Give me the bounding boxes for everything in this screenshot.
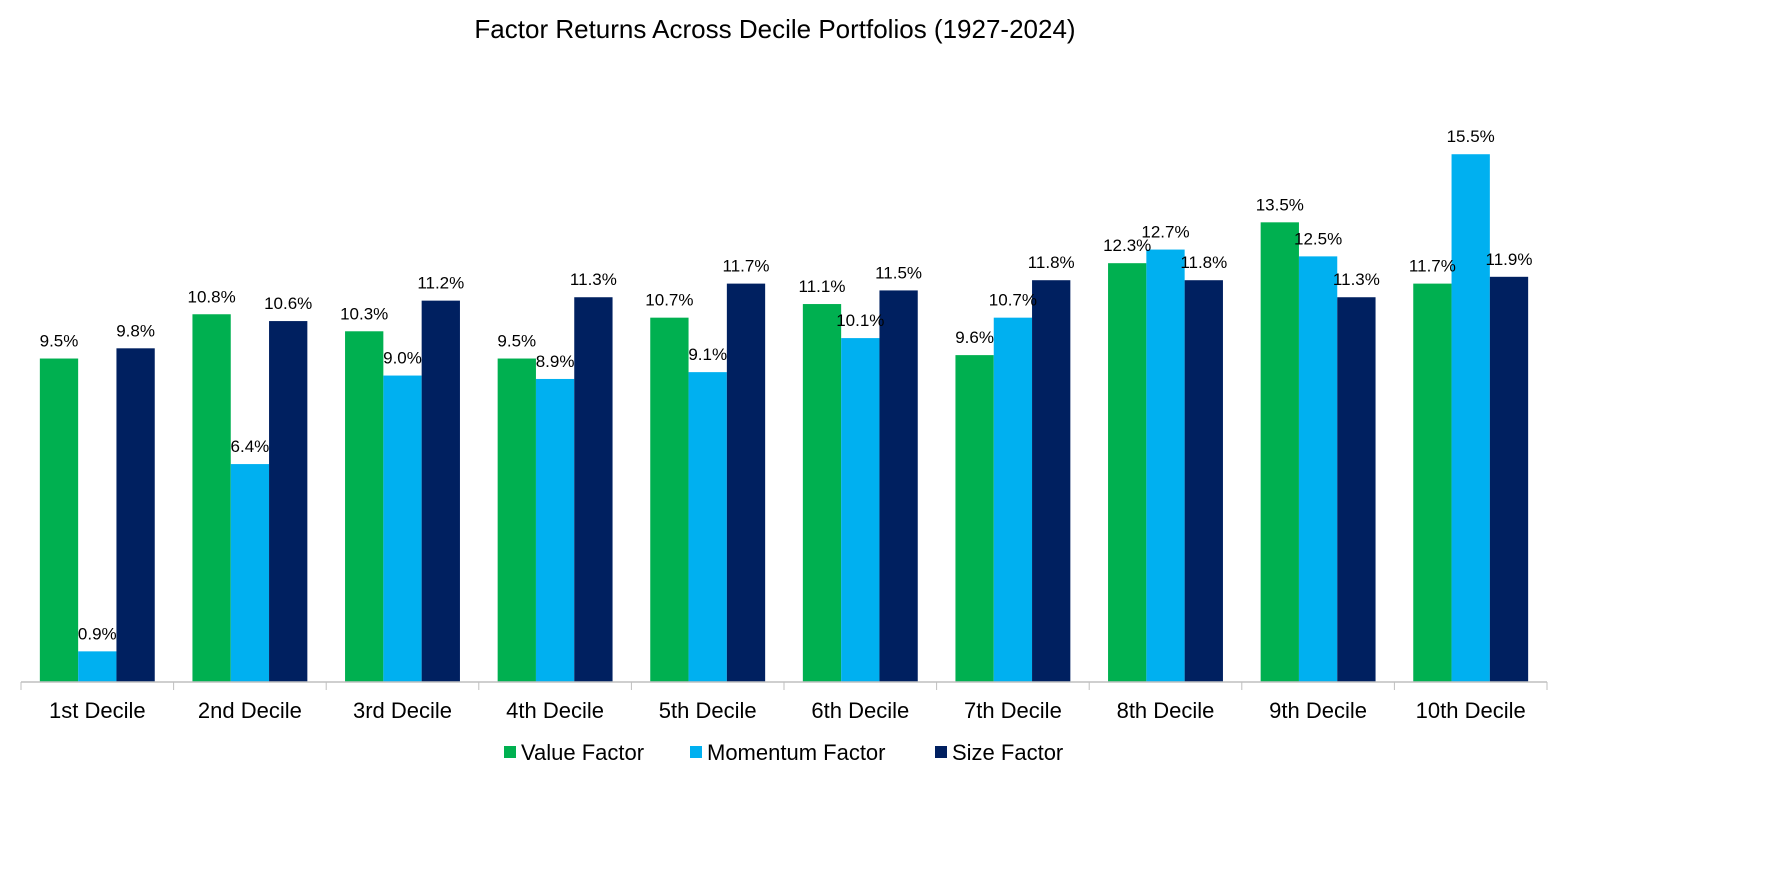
bar-momentum-factor-2: [230, 464, 270, 682]
data-label-momentum-factor-10: 15.5%: [1447, 127, 1495, 146]
data-label-momentum-factor-1: 0.9%: [78, 624, 117, 643]
data-label-size-factor-8: 11.8%: [1180, 253, 1227, 272]
bar-size-factor-8: [1184, 280, 1223, 682]
bar-size-factor-3: [421, 300, 460, 682]
bar-momentum-factor-5: [688, 372, 727, 682]
data-label-momentum-factor-8: 12.7%: [1141, 223, 1189, 242]
data-label-value-factor-6: 11.1%: [799, 277, 846, 296]
bar-size-factor-10: [1489, 276, 1529, 682]
bar-size-factor-5: [726, 283, 766, 682]
data-label-size-factor-2: 10.6%: [264, 294, 312, 313]
data-label-value-factor-10: 11.7%: [1409, 257, 1456, 276]
data-labels: 9.5% 0.9% 9.8% 10.8% 6.4% 10.6% 10.3% 9.0% 11.2%…: [40, 127, 1533, 643]
bar-momentum-factor-8: [1146, 249, 1185, 682]
data-label-value-factor-3: 10.3%: [340, 304, 388, 323]
data-label-value-factor-4: 9.5%: [497, 332, 536, 351]
bar-value-factor-8: [1108, 263, 1147, 682]
data-label-size-factor-3: 11.2%: [417, 274, 464, 293]
data-label-size-factor-10: 11.9%: [1486, 250, 1533, 269]
data-label-momentum-factor-5: 9.1%: [688, 345, 727, 364]
legend-label-momentum-factor: Momentum Factor: [707, 740, 886, 765]
x-tick-label-8: 8th Decile: [1117, 698, 1215, 723]
bar-size-factor-6: [879, 290, 918, 682]
legend-label-size-factor: Size Factor: [952, 740, 1063, 765]
x-tick-label-10: 10th Decile: [1416, 698, 1526, 723]
bar-momentum-factor-1: [78, 651, 117, 682]
bar-momentum-factor-7: [993, 317, 1033, 682]
x-axis: 1st Decile 2nd Decile 3rd Decile 4th Decile…: [20, 681, 1548, 723]
data-label-value-factor-7: 9.6%: [955, 328, 994, 347]
bar-momentum-factor-6: [841, 338, 880, 682]
data-label-value-factor-5: 10.7%: [645, 291, 693, 310]
bars-layer: [39, 154, 1529, 683]
x-tick-label-4: 4th Decile: [506, 698, 604, 723]
x-tick-label-6: 6th Decile: [811, 698, 909, 723]
bar-size-factor-1: [116, 348, 155, 682]
bar-momentum-factor-10: [1451, 154, 1490, 683]
bar-value-factor-9: [1260, 222, 1299, 682]
x-tick-label-3: 3rd Decile: [353, 698, 452, 723]
legend-label-value-factor: Value Factor: [521, 740, 644, 765]
x-tick-label-9: 9th Decile: [1269, 698, 1367, 723]
bar-momentum-factor-9: [1298, 256, 1338, 682]
bar-value-factor-2: [192, 314, 231, 682]
bar-size-factor-7: [1032, 280, 1071, 682]
x-tick-label-5: 5th Decile: [659, 698, 757, 723]
data-label-size-factor-7: 11.8%: [1028, 253, 1075, 272]
bar-size-factor-2: [269, 321, 308, 682]
bar-momentum-factor-4: [535, 378, 575, 682]
data-label-size-factor-5: 11.7%: [723, 257, 770, 276]
bar-value-factor-1: [39, 358, 79, 682]
bar-value-factor-6: [802, 304, 842, 682]
bar-value-factor-7: [955, 355, 994, 682]
legend: Value Factor Momentum Factor Size Factor: [504, 740, 1063, 765]
chart-title: Factor Returns Across Decile Portfolios …: [474, 14, 1076, 44]
data-label-momentum-factor-2: 6.4%: [231, 437, 270, 456]
data-label-momentum-factor-7: 10.7%: [989, 291, 1037, 310]
legend-swatch-value-factor: [504, 746, 516, 758]
legend-swatch-momentum-factor: [690, 746, 702, 758]
data-label-value-factor-1: 9.5%: [40, 332, 79, 351]
data-label-value-factor-2: 10.8%: [187, 287, 235, 306]
x-tick-label-2: 2nd Decile: [198, 698, 302, 723]
legend-swatch-size-factor: [935, 746, 947, 758]
x-tick-label-1: 1st Decile: [49, 698, 146, 723]
bar-size-factor-9: [1337, 297, 1376, 682]
data-label-size-factor-6: 11.5%: [875, 263, 922, 282]
data-label-momentum-factor-6: 10.1%: [836, 311, 884, 330]
data-label-size-factor-9: 11.3%: [1333, 270, 1380, 289]
bar-momentum-factor-3: [383, 375, 422, 682]
data-label-momentum-factor-3: 9.0%: [383, 349, 422, 368]
bar-value-factor-4: [497, 358, 536, 682]
data-label-size-factor-1: 9.8%: [116, 321, 155, 340]
bar-value-factor-10: [1413, 283, 1452, 682]
bar-size-factor-4: [574, 297, 613, 682]
data-label-value-factor-9: 13.5%: [1256, 195, 1304, 214]
bar-value-factor-5: [650, 317, 689, 682]
data-label-size-factor-4: 11.3%: [570, 270, 617, 289]
data-label-momentum-factor-4: 8.9%: [536, 352, 575, 371]
x-tick-label-7: 7th Decile: [964, 698, 1062, 723]
data-label-momentum-factor-9: 12.5%: [1294, 229, 1342, 248]
data-label-value-factor-8: 12.3%: [1103, 236, 1151, 255]
bar-value-factor-3: [345, 331, 384, 682]
